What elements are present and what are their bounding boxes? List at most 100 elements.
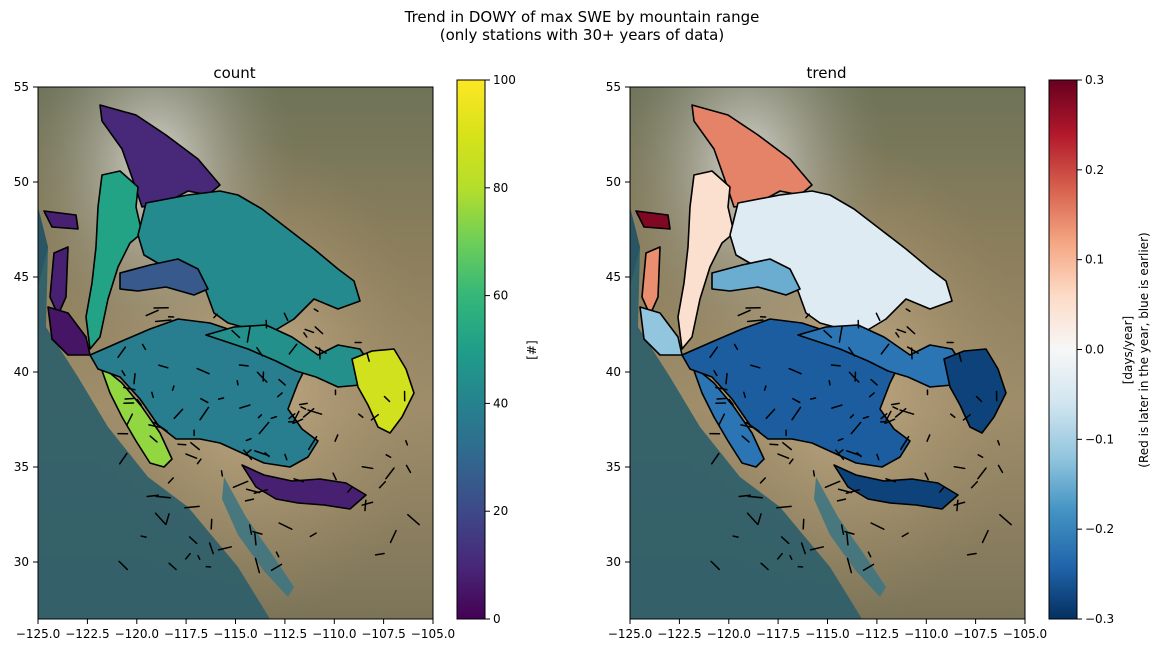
colorbar-tick-label: 80: [493, 181, 508, 195]
region-oregon-coast: [49, 246, 69, 316]
small-range-outline: [868, 392, 875, 398]
small-range-outline: [270, 415, 278, 420]
x-tick-label: −120.0: [707, 627, 751, 641]
small-range-outline: [314, 346, 327, 354]
small-range-outline: [136, 398, 143, 406]
trend-colorbar: 0.3 0.2 0.1 0.0 −0.1 −0.2 −0.3: [1048, 73, 1114, 626]
colorbar-tick-label: 0: [493, 612, 501, 626]
small-range-outline: [975, 395, 983, 403]
viridis-colorbar: [456, 79, 486, 620]
y-tick-label: 55: [14, 80, 29, 94]
small-range-outline: [275, 551, 280, 558]
small-range-outline: [956, 499, 959, 512]
small-range-outline: [846, 533, 849, 546]
region-arizona-new-mexico: [241, 464, 367, 510]
small-range-outline: [977, 454, 984, 459]
small-range-outline: [167, 477, 174, 484]
small-range-outline: [950, 413, 956, 418]
small-range-outline: [171, 385, 175, 391]
colorbar-tick-label: −0.2: [1085, 522, 1114, 536]
y-tick-label: 50: [14, 175, 29, 189]
colorbar-tick-label: 0.2: [1085, 163, 1104, 177]
small-range-outline: [217, 397, 225, 400]
small-range-outline: [145, 309, 159, 317]
region-colorado-rockies: [351, 348, 415, 434]
small-range-outline: [880, 343, 890, 355]
region-central-idaho: [119, 258, 209, 296]
small-range-outline: [361, 465, 374, 470]
small-range-outline: [885, 478, 897, 483]
small-range-outline: [725, 373, 728, 385]
small-range-outline: [823, 329, 833, 339]
small-range-outline: [208, 542, 214, 555]
small-range-outline: [777, 453, 790, 459]
small-range-outline: [763, 385, 767, 391]
small-range-outline: [789, 554, 793, 561]
small-range-outline: [848, 346, 856, 357]
small-range-outline: [298, 402, 308, 406]
region-sierra-nevada: [99, 364, 173, 468]
small-range-outline: [293, 478, 305, 483]
small-range-outline: [347, 486, 353, 493]
y-tick-label: 40: [14, 365, 29, 379]
map-title-trend: trend: [807, 64, 847, 82]
small-range-outline: [716, 397, 727, 400]
small-range-outline: [151, 391, 154, 399]
small-range-outline: [288, 413, 296, 420]
small-range-outline: [141, 343, 147, 351]
small-range-outline: [148, 424, 163, 429]
small-range-outline: [155, 495, 172, 499]
small-range-outline: [236, 380, 239, 386]
small-range-outline: [892, 406, 899, 410]
small-range-outline: [385, 454, 392, 459]
small-range-outline: [358, 413, 364, 418]
region-arizona-new-mexico: [833, 464, 959, 510]
x-tick-label: −112.5: [855, 627, 899, 641]
figure-title: Trend in DOWY of max SWE by mountain ran…: [404, 8, 760, 26]
small-range-outline: [880, 413, 888, 420]
small-range-outline: [997, 464, 1004, 474]
small-range-outline: [970, 480, 978, 489]
trend-colorbar-label-line2: (Red is later in the year, blue is earli…: [1137, 232, 1151, 467]
small-range-outline: [303, 332, 308, 338]
small-range-outline: [746, 319, 764, 323]
small-range-outline: [800, 542, 806, 555]
colorbar-tick-label: −0.1: [1085, 432, 1114, 446]
small-range-outline: [962, 413, 971, 421]
small-range-outline: [750, 364, 761, 369]
small-range-outline: [837, 437, 844, 442]
small-range-outline: [836, 498, 847, 502]
small-range-outline: [197, 554, 201, 561]
x-tick-label: −122.5: [657, 627, 701, 641]
small-range-outline: [782, 441, 793, 451]
count-colorbar: 0 20 40 60 80 100: [456, 73, 516, 626]
count-colorbar-label: [#]: [525, 340, 539, 359]
y-tick-label: 50: [606, 175, 621, 189]
small-range-outline: [710, 452, 720, 465]
small-range-outline: [334, 434, 339, 442]
small-range-outline: [361, 501, 374, 506]
small-range-outline: [809, 546, 825, 551]
ocean-edge: [38, 207, 48, 287]
small-range-outline: [276, 392, 283, 398]
x-tick-label: −110.0: [312, 627, 356, 641]
rdbu-colorbar: [1048, 79, 1078, 620]
small-range-outline: [732, 535, 739, 538]
small-range-outline: [876, 453, 880, 461]
region-colorado-rockies: [943, 348, 1007, 434]
small-range-outline: [846, 450, 862, 457]
small-range-outline: [838, 325, 843, 343]
small-range-outline: [733, 343, 739, 351]
small-range-outline: [283, 312, 289, 322]
count-map: −125.0 −122.5 −120.0 −117.5 −115.0 −112.5 −110…: [14, 80, 455, 641]
trend-map: −125.0 −122.5 −120.0 −117.5 −115.0 −112.5 −110…: [606, 80, 1047, 641]
small-range-outline: [958, 352, 962, 362]
x-tick-label: −125.0: [16, 627, 60, 641]
small-range-outline: [906, 346, 919, 354]
small-range-outline: [257, 414, 263, 419]
small-range-outline: [165, 513, 170, 526]
small-range-outline: [715, 386, 728, 391]
small-range-outline: [870, 522, 885, 530]
small-range-outline: [254, 533, 257, 546]
